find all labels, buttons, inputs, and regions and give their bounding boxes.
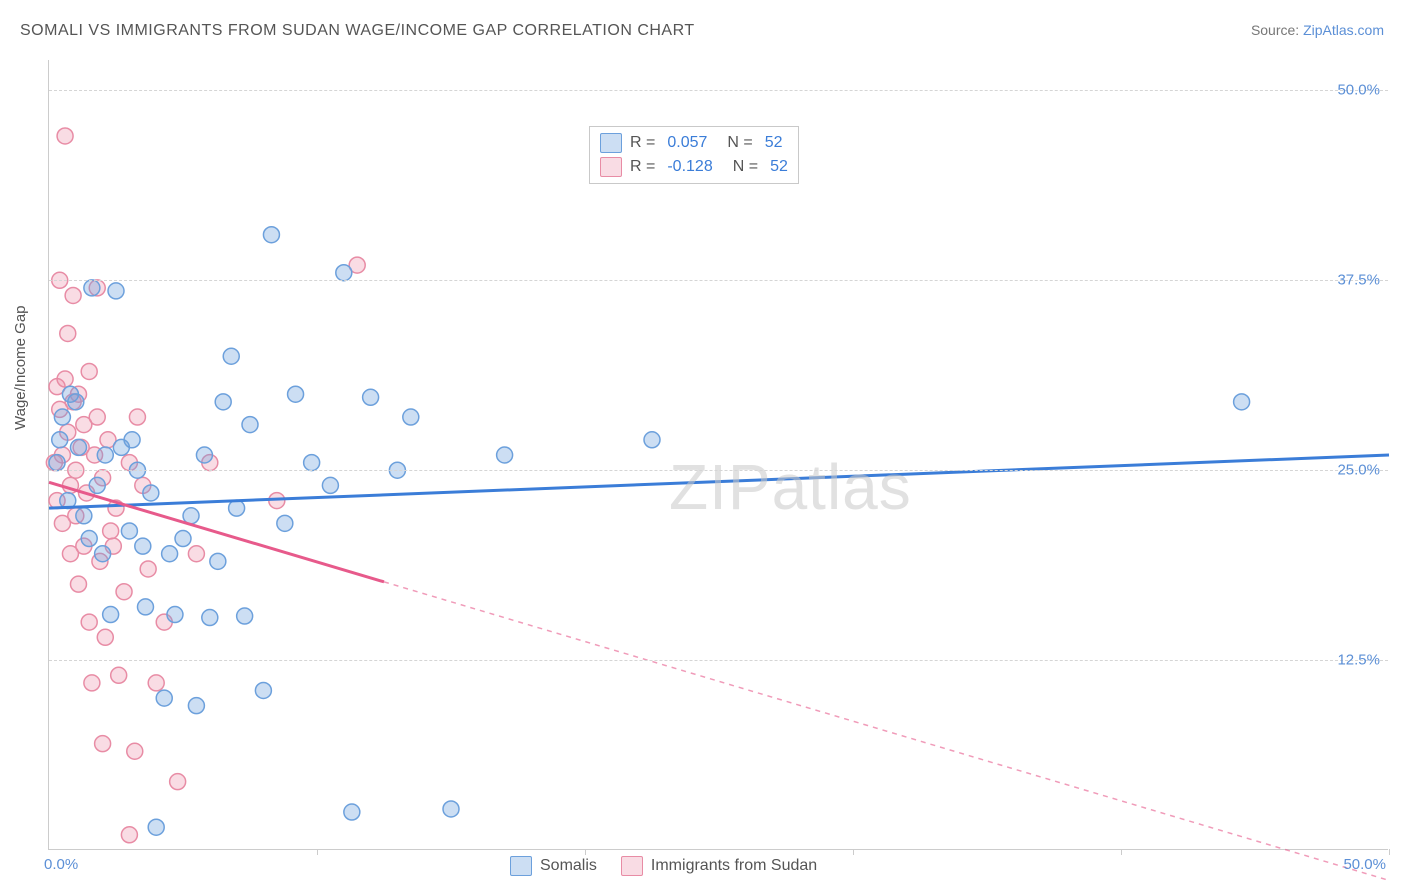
legend-item-somalis: Somalis [510,856,597,876]
y-tick-label: 50.0% [1337,82,1380,99]
legend-row-somalis: R = 0.057 N = 52 [600,131,788,155]
n-label: N = [727,134,752,152]
x-axis-max-label: 50.0% [1343,856,1386,873]
chart-title: SOMALI VS IMMIGRANTS FROM SUDAN WAGE/INC… [20,22,695,40]
y-tick-label: 12.5% [1337,652,1380,669]
legend-row-sudan: R = -0.128 N = 52 [600,155,788,179]
source-link[interactable]: ZipAtlas.com [1303,22,1384,38]
y-tick-label: 37.5% [1337,272,1380,289]
r-value-sudan: -0.128 [667,158,712,176]
r-label: R = [630,158,655,176]
source-label: Source: ZipAtlas.com [1251,22,1384,38]
x-axis-min-label: 0.0% [44,856,78,873]
y-axis-label: Wage/Income Gap [12,305,29,430]
r-label: R = [630,134,655,152]
correlation-legend: R = 0.057 N = 52 R = -0.128 N = 52 [589,126,799,184]
legend-item-sudan: Immigrants from Sudan [621,856,817,876]
source-prefix: Source: [1251,22,1299,38]
n-value-somalis: 52 [765,134,783,152]
n-value-sudan: 52 [770,158,788,176]
r-value-somalis: 0.057 [667,134,707,152]
legend-swatch-sudan [621,856,643,876]
n-label: N = [733,158,758,176]
swatch-sudan [600,157,622,177]
chart-plot-area: ZIPatlas R = 0.057 N = 52 R = -0.128 N =… [48,60,1388,850]
legend-label-somalis: Somalis [540,857,597,875]
swatch-somalis [600,133,622,153]
y-tick-label: 25.0% [1337,462,1380,479]
legend-label-sudan: Immigrants from Sudan [651,857,817,875]
series-legend: Somalis Immigrants from Sudan [510,856,817,876]
legend-swatch-somalis [510,856,532,876]
